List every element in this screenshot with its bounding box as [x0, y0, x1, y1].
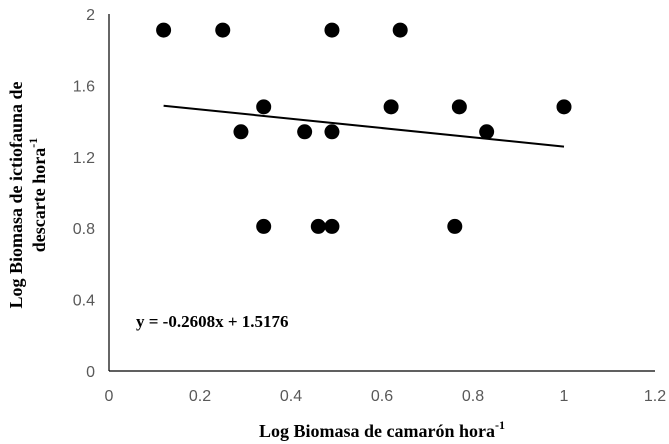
data-point	[383, 99, 399, 115]
data-points	[156, 22, 572, 234]
axes	[108, 14, 655, 372]
data-point	[392, 22, 408, 38]
data-point	[297, 124, 313, 140]
y-axis-title-line2: descarte hora-1	[26, 138, 49, 252]
data-point	[256, 99, 272, 115]
data-point	[479, 124, 495, 140]
x-tick-label: 0	[105, 388, 114, 405]
x-axis-title-text: Log Biomasa de camarón hora	[259, 421, 495, 441]
x-tick-label: 1	[560, 388, 569, 405]
y-axis-title-line2-text: descarte hora	[29, 148, 49, 252]
y-tick-label: 1.6	[73, 78, 95, 95]
data-point	[451, 99, 467, 115]
data-point	[324, 218, 340, 234]
x-tick-label: 0.6	[371, 388, 393, 405]
y-tick-labels: 0 0.4 0.8 1.2 1.6 2	[73, 7, 95, 381]
data-point	[156, 22, 172, 38]
x-axis-title: Log Biomasa de camarón hora-1	[259, 418, 505, 441]
x-tick-label: 1.2	[644, 388, 666, 405]
y-tick-label: 0	[86, 364, 95, 381]
y-axis-title-line1: Log Biomasa de ictiofauna de	[6, 81, 26, 308]
y-tick-label: 1.2	[73, 150, 95, 167]
y-tick-label: 2	[86, 7, 95, 24]
x-tick-label: 0.2	[189, 388, 211, 405]
x-tick-labels: 0 0.2 0.4 0.6 0.8 1 1.2	[105, 388, 667, 405]
data-point	[310, 218, 326, 234]
y-tick-label: 0.8	[73, 221, 95, 238]
data-point	[447, 218, 463, 234]
y-tick-label: 0.4	[73, 293, 95, 310]
y-axis-title-superscript: -1	[26, 138, 40, 148]
data-point	[215, 22, 231, 38]
x-tick-label: 0.8	[462, 388, 484, 405]
x-axis-title-superscript: -1	[495, 418, 505, 432]
regression-equation: y = -0.2608x + 1.5176	[136, 312, 289, 331]
data-point	[256, 218, 272, 234]
trend-line	[163, 104, 565, 148]
data-point	[556, 99, 572, 115]
data-point	[324, 124, 340, 140]
data-point	[324, 22, 340, 38]
x-tick-label: 0.4	[280, 388, 302, 405]
y-axis-title: Log Biomasa de ictiofauna de descarte ho…	[6, 81, 49, 308]
data-point	[233, 124, 249, 140]
